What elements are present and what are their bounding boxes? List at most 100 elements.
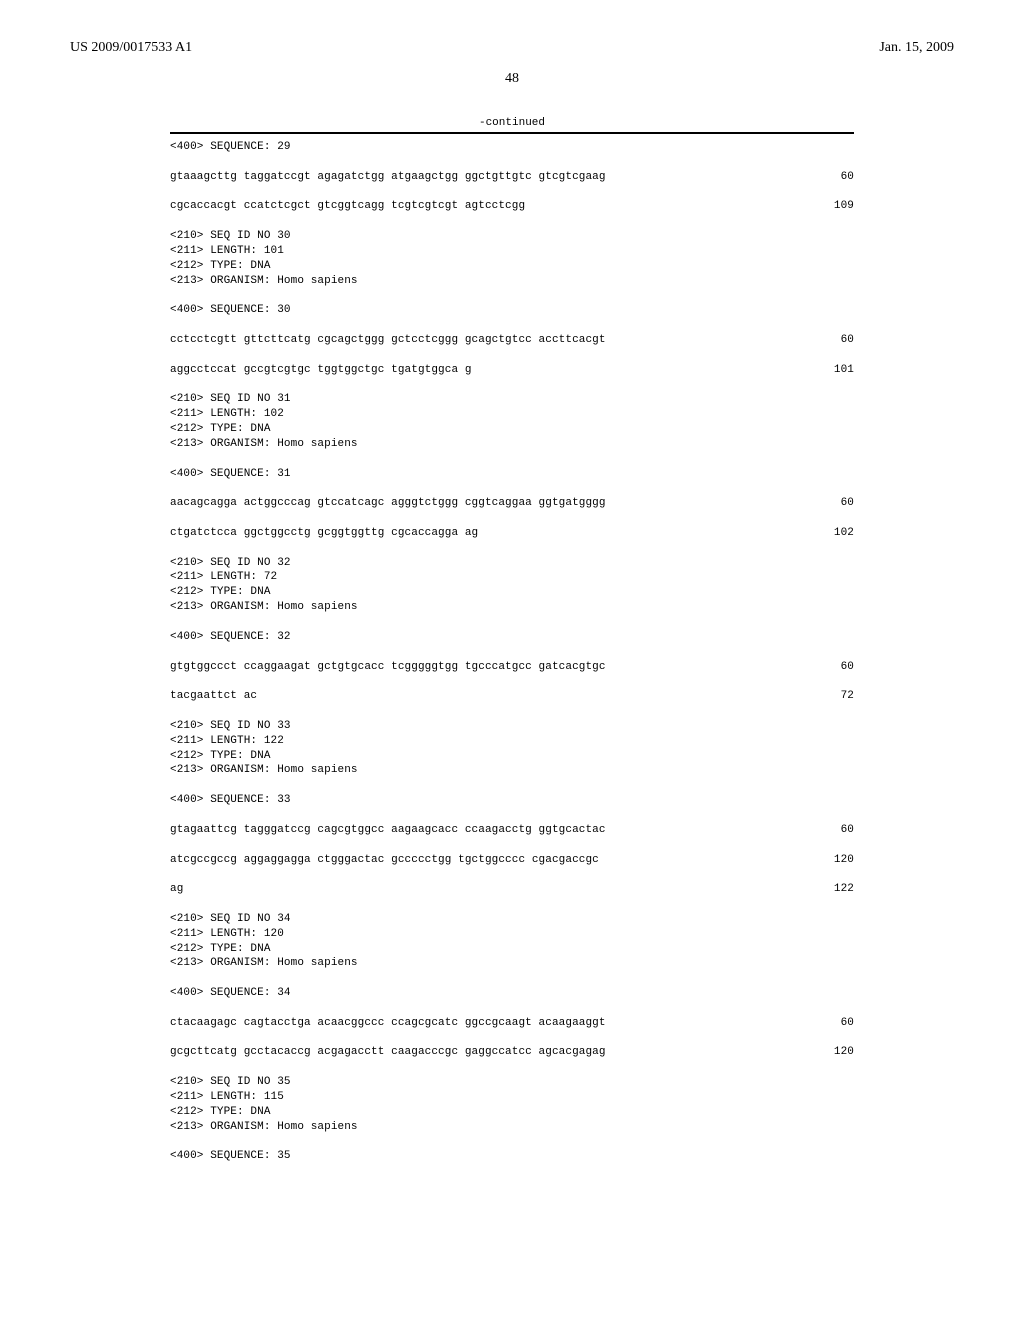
seq-line: <400> SEQUENCE: 33 xyxy=(170,793,854,808)
seq-data-row: ctacaagagc cagtacctga acaacggccc ccagcgc… xyxy=(170,1016,854,1031)
seq-line: <211> LENGTH: 120 xyxy=(170,927,854,942)
main-content: -continued <400> SEQUENCE: 29 gtaaagcttg… xyxy=(0,117,1024,1204)
seq-data: cgcaccacgt ccatctcgct gtcggtcagg tcgtcgt… xyxy=(170,199,525,214)
seq-data: gtaaagcttg taggatccgt agagatctgg atgaagc… xyxy=(170,170,606,185)
seq-data: cctcctcgtt gttcttcatg cgcagctggg gctcctc… xyxy=(170,333,606,348)
blank-line xyxy=(170,971,854,986)
seq-data: ag xyxy=(170,882,183,897)
seq-position: 72 xyxy=(841,689,854,704)
seq-line: <210> SEQ ID NO 31 xyxy=(170,392,854,407)
seq-position: 102 xyxy=(834,526,854,541)
seq-position: 120 xyxy=(834,1045,854,1060)
seq-data-row: cctcctcgtt gttcttcatg cgcagctggg gctcctc… xyxy=(170,333,854,348)
seq-position: 60 xyxy=(841,333,854,348)
seq-position: 60 xyxy=(841,660,854,675)
seq-position: 120 xyxy=(834,853,854,868)
blank-line xyxy=(170,214,854,229)
seq-line: <400> SEQUENCE: 30 xyxy=(170,303,854,318)
seq-line: <212> TYPE: DNA xyxy=(170,259,854,274)
seq-data-row: tacgaattct ac 72 xyxy=(170,689,854,704)
seq-position: 60 xyxy=(841,170,854,185)
seq-line: <400> SEQUENCE: 29 xyxy=(170,140,854,155)
blank-line xyxy=(170,348,854,363)
publication-date: Jan. 15, 2009 xyxy=(879,40,954,56)
seq-data: aggcctccat gccgtcgtgc tggtggctgc tgatgtg… xyxy=(170,363,472,378)
seq-position: 101 xyxy=(834,363,854,378)
continued-label: -continued xyxy=(170,117,854,132)
seq-line: <212> TYPE: DNA xyxy=(170,1105,854,1120)
seq-line: <213> ORGANISM: Homo sapiens xyxy=(170,956,854,971)
blank-line xyxy=(170,1031,854,1046)
seq-line: <212> TYPE: DNA xyxy=(170,585,854,600)
seq-line: <212> TYPE: DNA xyxy=(170,749,854,764)
blank-line xyxy=(170,378,854,393)
seq-line: <211> LENGTH: 72 xyxy=(170,570,854,585)
blank-line xyxy=(170,615,854,630)
seq-line: <212> TYPE: DNA xyxy=(170,942,854,957)
seq-line: <400> SEQUENCE: 32 xyxy=(170,630,854,645)
seq-data: ctacaagagc cagtacctga acaacggccc ccagcgc… xyxy=(170,1016,606,1031)
blank-line xyxy=(170,155,854,170)
seq-data: tacgaattct ac xyxy=(170,689,257,704)
seq-line: <213> ORGANISM: Homo sapiens xyxy=(170,600,854,615)
seq-data: gcgcttcatg gcctacaccg acgagacctt caagacc… xyxy=(170,1045,606,1060)
seq-data: aacagcagga actggcccag gtccatcagc agggtct… xyxy=(170,496,606,511)
seq-position: 60 xyxy=(841,823,854,838)
seq-data: gtgtggccct ccaggaagat gctgtgcacc tcggggg… xyxy=(170,660,606,675)
seq-line: <210> SEQ ID NO 34 xyxy=(170,912,854,927)
seq-data-row: cgcaccacgt ccatctcgct gtcggtcagg tcgtcgt… xyxy=(170,199,854,214)
blank-line xyxy=(170,867,854,882)
seq-line: <400> SEQUENCE: 34 xyxy=(170,986,854,1001)
seq-data-row: gtaaagcttg taggatccgt agagatctgg atgaagc… xyxy=(170,170,854,185)
blank-line xyxy=(170,645,854,660)
blank-line xyxy=(170,288,854,303)
seq-line: <211> LENGTH: 122 xyxy=(170,734,854,749)
blank-line xyxy=(170,481,854,496)
seq-data-row: ctgatctcca ggctggcctg gcggtggttg cgcacca… xyxy=(170,526,854,541)
seq-line: <210> SEQ ID NO 33 xyxy=(170,719,854,734)
top-rule xyxy=(170,132,854,134)
sequence-listing: <400> SEQUENCE: 29 gtaaagcttg taggatccgt… xyxy=(170,140,854,1164)
document-header: US 2009/0017533 A1 Jan. 15, 2009 xyxy=(0,0,1024,71)
seq-line: <213> ORGANISM: Homo sapiens xyxy=(170,274,854,289)
seq-data: ctgatctcca ggctggcctg gcggtggttg cgcacca… xyxy=(170,526,478,541)
seq-line: <210> SEQ ID NO 30 xyxy=(170,229,854,244)
blank-line xyxy=(170,1060,854,1075)
seq-line: <213> ORGANISM: Homo sapiens xyxy=(170,763,854,778)
seq-position: 122 xyxy=(834,882,854,897)
seq-line: <400> SEQUENCE: 31 xyxy=(170,467,854,482)
seq-position: 109 xyxy=(834,199,854,214)
blank-line xyxy=(170,838,854,853)
blank-line xyxy=(170,704,854,719)
seq-data-row: ag 122 xyxy=(170,882,854,897)
seq-data-row: gtgtggccct ccaggaagat gctgtgcacc tcggggg… xyxy=(170,660,854,675)
seq-line: <400> SEQUENCE: 35 xyxy=(170,1149,854,1164)
seq-line: <211> LENGTH: 115 xyxy=(170,1090,854,1105)
seq-data-row: gtagaattcg tagggatccg cagcgtggcc aagaagc… xyxy=(170,823,854,838)
blank-line xyxy=(170,541,854,556)
seq-line: <212> TYPE: DNA xyxy=(170,422,854,437)
seq-line: <213> ORGANISM: Homo sapiens xyxy=(170,437,854,452)
seq-position: 60 xyxy=(841,1016,854,1031)
blank-line xyxy=(170,1135,854,1150)
seq-data: gtagaattcg tagggatccg cagcgtggcc aagaagc… xyxy=(170,823,606,838)
seq-data-row: gcgcttcatg gcctacaccg acgagacctt caagacc… xyxy=(170,1045,854,1060)
blank-line xyxy=(170,674,854,689)
blank-line xyxy=(170,808,854,823)
seq-line: <211> LENGTH: 102 xyxy=(170,407,854,422)
seq-line: <210> SEQ ID NO 32 xyxy=(170,556,854,571)
blank-line xyxy=(170,318,854,333)
seq-data-row: aacagcagga actggcccag gtccatcagc agggtct… xyxy=(170,496,854,511)
seq-line: <213> ORGANISM: Homo sapiens xyxy=(170,1120,854,1135)
blank-line xyxy=(170,185,854,200)
blank-line xyxy=(170,778,854,793)
blank-line xyxy=(170,897,854,912)
seq-line: <210> SEQ ID NO 35 xyxy=(170,1075,854,1090)
seq-data: atcgccgccg aggaggagga ctgggactac gccccct… xyxy=(170,853,599,868)
seq-line: <211> LENGTH: 101 xyxy=(170,244,854,259)
seq-position: 60 xyxy=(841,496,854,511)
blank-line xyxy=(170,1001,854,1016)
publication-number: US 2009/0017533 A1 xyxy=(70,40,192,56)
blank-line xyxy=(170,452,854,467)
page-number: 48 xyxy=(0,71,1024,117)
